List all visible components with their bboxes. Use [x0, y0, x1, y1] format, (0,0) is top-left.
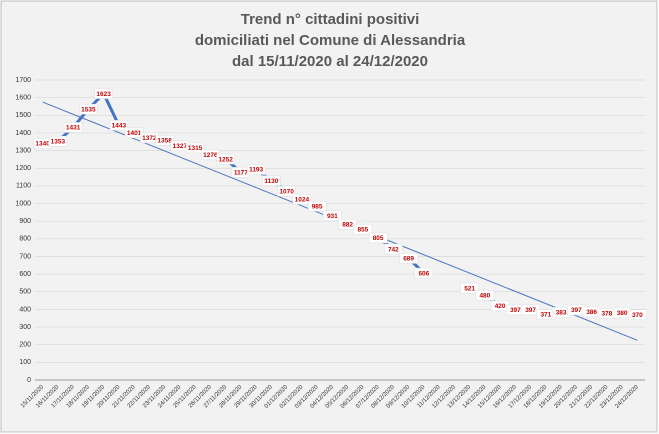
value-label-box: [353, 223, 373, 235]
value-label-box: [155, 135, 174, 146]
value-label-box: [63, 122, 83, 133]
y-tick-label: 500: [19, 289, 31, 296]
y-tick-label: 1600: [15, 94, 31, 101]
y-tick-label: 800: [19, 236, 31, 243]
value-label: 521: [464, 285, 475, 292]
y-tick-label: 1700: [15, 77, 31, 84]
value-label-box: [262, 175, 281, 186]
y-tick-label: 300: [19, 324, 31, 331]
value-label: 480: [479, 293, 490, 300]
value-label: 371: [540, 312, 551, 319]
value-label-box: [185, 142, 205, 154]
value-label: 420: [495, 303, 506, 310]
value-label-box: [368, 232, 388, 244]
y-tick-label: 1400: [15, 130, 31, 137]
value-label: 1024: [295, 197, 310, 204]
value-label-box: [628, 309, 647, 320]
value-label-box: [277, 185, 296, 197]
title-line: dal 15/11/2020 al 24/12/2020: [232, 53, 428, 70]
y-tick-label: 1500: [15, 112, 31, 119]
value-label: 1327: [173, 143, 188, 150]
value-label-box: [292, 194, 312, 205]
value-label: 1353: [51, 138, 66, 145]
value-label: 689: [403, 256, 414, 263]
value-label-box: [109, 120, 129, 131]
value-label-box: [94, 88, 113, 99]
value-label: 931: [327, 213, 338, 220]
value-label: 397: [510, 307, 521, 314]
value-label: 397: [525, 307, 536, 314]
value-label: 606: [418, 270, 429, 277]
y-tick-label: 200: [19, 342, 31, 349]
y-tick-label: 0: [27, 377, 31, 384]
value-label: 1623: [96, 91, 111, 98]
value-label-box: [246, 164, 266, 175]
value-label: 985: [312, 203, 323, 210]
value-label: 1070: [279, 188, 294, 195]
y-tick-label: 900: [19, 218, 31, 225]
y-tick-label: 400: [19, 306, 31, 313]
value-label: 1193: [249, 167, 263, 174]
value-label-box: [399, 253, 418, 264]
value-label: 1276: [203, 152, 218, 159]
value-label: 1130: [264, 178, 278, 185]
value-label: 1535: [81, 106, 96, 113]
value-label: 742: [388, 246, 399, 253]
value-label: 855: [357, 226, 368, 233]
title-line: Trend n° cittadini positivi: [241, 11, 420, 28]
value-label-box: [460, 282, 479, 294]
value-label: 1358: [157, 138, 172, 145]
value-label: 1431: [66, 125, 81, 132]
value-label-box: [307, 200, 327, 212]
value-label: 378: [601, 311, 612, 318]
title-line: domiciliati nel Comune di Alessandria: [195, 32, 466, 49]
value-label: 386: [586, 309, 597, 316]
value-label: 805: [373, 235, 384, 242]
value-label: 882: [342, 222, 353, 229]
value-label: 1401: [127, 130, 142, 137]
y-tick-label: 1000: [15, 200, 31, 207]
value-label-box: [475, 290, 495, 301]
value-label: 383: [556, 310, 567, 317]
value-label: 1315: [188, 145, 203, 152]
value-label-box: [48, 135, 68, 147]
value-label: 380: [617, 310, 628, 317]
y-tick-label: 1100: [16, 183, 31, 190]
y-tick-label: 700: [19, 253, 31, 260]
value-label-box: [216, 153, 235, 165]
value-label: 1177: [234, 170, 248, 177]
value-label-box: [384, 243, 403, 255]
value-label-box: [414, 267, 434, 279]
value-label: 1443: [112, 123, 127, 130]
value-label: 370: [632, 312, 643, 319]
value-label: 1340: [35, 141, 50, 148]
y-tick-label: 100: [19, 359, 31, 366]
value-label: 397: [571, 307, 582, 314]
y-tick-label: 1200: [15, 165, 31, 172]
value-label: 1252: [218, 156, 233, 163]
y-tick-label: 600: [19, 271, 31, 278]
y-tick-label: 1300: [15, 147, 31, 154]
value-label-box: [79, 103, 98, 115]
value-label-box: [323, 210, 342, 221]
value-label: 1372: [142, 135, 157, 142]
